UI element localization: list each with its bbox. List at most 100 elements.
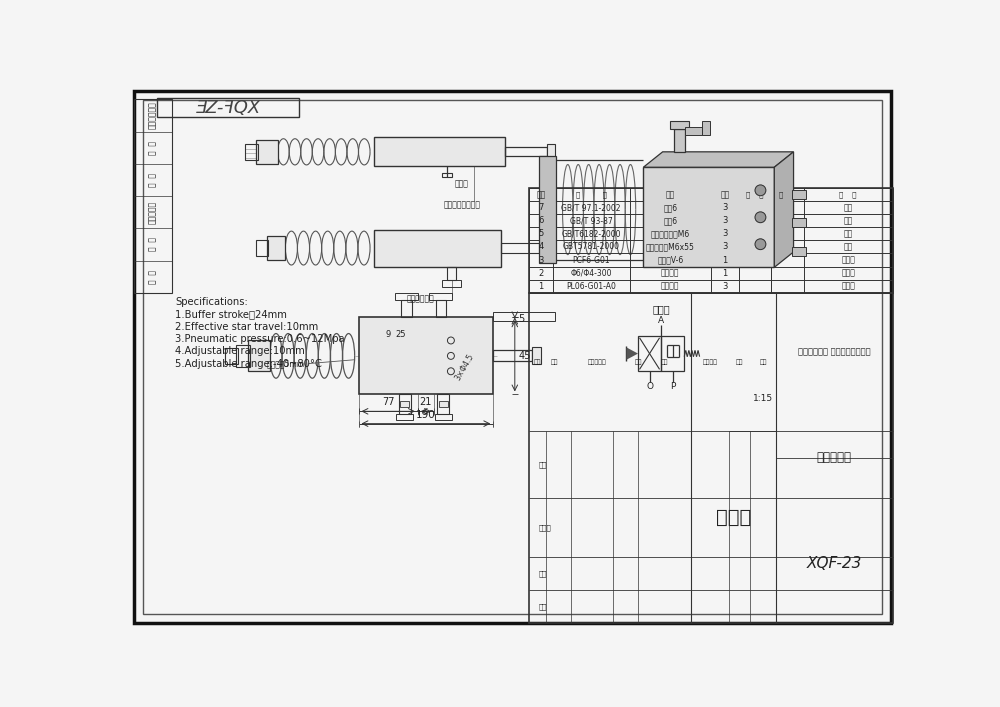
- Bar: [529, 188, 893, 293]
- Text: 附件: 附件: [844, 203, 853, 212]
- Bar: [157, 98, 299, 117]
- Text: 青州博信华盛 液压科技有限公司: 青州博信华盛 液压科技有限公司: [798, 348, 871, 357]
- Text: 附件: 附件: [844, 243, 853, 252]
- Text: 4: 4: [538, 243, 544, 252]
- Text: 比例: 比例: [759, 359, 767, 365]
- Bar: [400, 401, 409, 407]
- Text: 3: 3: [722, 281, 728, 291]
- Text: 1: 1: [722, 269, 728, 278]
- Text: 图样标记: 图样标记: [703, 359, 718, 365]
- Text: 编          码: 编 码: [576, 192, 607, 198]
- Circle shape: [755, 185, 766, 196]
- Text: 更改文件号: 更改文件号: [588, 359, 607, 365]
- Text: 5: 5: [538, 229, 544, 238]
- Text: 附件: 附件: [844, 229, 853, 238]
- Text: 3.Pneumatic pressure:0.6~12Mpa: 3.Pneumatic pressure:0.6~12Mpa: [175, 334, 345, 344]
- Bar: [532, 347, 541, 364]
- Text: 3×Φ4.5: 3×Φ4.5: [454, 353, 476, 382]
- Bar: [236, 345, 250, 367]
- Text: 3: 3: [722, 203, 728, 212]
- Text: Specifications:: Specifications:: [175, 297, 248, 307]
- Bar: [505, 147, 547, 156]
- Text: O: O: [646, 382, 653, 391]
- Bar: [256, 139, 278, 164]
- Text: 3: 3: [538, 255, 544, 264]
- Text: 数量: 数量: [551, 359, 559, 365]
- Bar: [493, 351, 532, 361]
- Text: 6: 6: [538, 216, 544, 226]
- Text: 序号: 序号: [536, 190, 546, 199]
- Bar: [437, 395, 449, 414]
- Bar: [374, 137, 505, 166]
- Bar: [685, 127, 702, 135]
- Bar: [493, 312, 555, 321]
- Text: 5.Adjustable range:-40~80°C: 5.Adjustable range:-40~80°C: [175, 358, 322, 368]
- Text: 重量: 重量: [736, 359, 744, 365]
- Bar: [225, 348, 238, 363]
- Bar: [134, 100, 172, 293]
- Bar: [442, 281, 461, 286]
- Text: 外六角螺栓M6x55: 外六角螺栓M6x55: [646, 243, 695, 252]
- Text: 1: 1: [722, 255, 728, 264]
- Text: 77: 77: [382, 397, 394, 407]
- Text: 审核: 审核: [539, 571, 547, 577]
- Text: 1.Buffer stroke：24mm: 1.Buffer stroke：24mm: [175, 309, 287, 320]
- Circle shape: [755, 239, 766, 250]
- Bar: [399, 395, 411, 414]
- Text: P: P: [670, 382, 675, 391]
- Bar: [267, 235, 285, 260]
- Bar: [539, 241, 547, 255]
- Text: 3: 3: [722, 243, 728, 252]
- Text: 45: 45: [519, 351, 531, 361]
- Text: 备    注: 备 注: [839, 192, 857, 198]
- Text: 三孔限位阀: 三孔限位阀: [817, 451, 852, 464]
- Polygon shape: [643, 152, 794, 168]
- Text: 安装上: 安装上: [841, 255, 855, 264]
- Bar: [702, 121, 710, 135]
- Text: 1: 1: [538, 281, 544, 291]
- Text: 签字: 签字: [635, 359, 643, 365]
- Bar: [792, 247, 806, 256]
- Bar: [661, 337, 684, 371]
- Text: ƎZ-ꟻQX: ƎZ-ꟻQX: [194, 99, 261, 117]
- Text: 安装上: 安装上: [841, 281, 855, 291]
- Text: XQF-23: XQF-23: [807, 556, 862, 571]
- Text: 尼龙防松螺母M6: 尼龙防松螺母M6: [651, 229, 690, 238]
- Text: 组合件: 组合件: [716, 508, 751, 527]
- Text: 接气控换向阀: 接气控换向阀: [406, 294, 434, 303]
- Bar: [429, 293, 452, 300]
- Bar: [792, 189, 806, 199]
- Text: 日  期: 日 期: [148, 269, 157, 284]
- Polygon shape: [774, 152, 794, 267]
- Text: 可调范围5mm: 可调范围5mm: [266, 359, 305, 368]
- Text: 190: 190: [416, 410, 436, 420]
- Bar: [439, 401, 448, 407]
- Bar: [674, 129, 685, 152]
- Text: 借通用作登记: 借通用作登记: [148, 102, 157, 129]
- Bar: [435, 414, 452, 420]
- Text: 直角接头: 直角接头: [661, 281, 680, 291]
- Bar: [670, 121, 689, 129]
- Bar: [374, 230, 501, 267]
- Text: PL06-G01-A0: PL06-G01-A0: [566, 281, 616, 291]
- Bar: [447, 267, 456, 281]
- Bar: [501, 243, 539, 252]
- Bar: [529, 293, 893, 623]
- Bar: [248, 341, 270, 371]
- Text: 工艺: 工艺: [539, 603, 547, 610]
- Bar: [638, 337, 661, 371]
- Text: 平垫6: 平垫6: [663, 203, 677, 212]
- Text: 原理图: 原理图: [652, 304, 670, 314]
- Text: 描  图: 描 图: [148, 141, 157, 155]
- Text: 消声器V-6: 消声器V-6: [657, 255, 683, 264]
- Text: 4.Adjustable range:10mm: 4.Adjustable range:10mm: [175, 346, 305, 356]
- Text: GBT5781-2000: GBT5781-2000: [563, 243, 620, 252]
- Text: A: A: [658, 316, 664, 325]
- Text: 日期: 日期: [661, 359, 669, 365]
- Text: 弹垫6: 弹垫6: [663, 216, 677, 226]
- Bar: [792, 218, 806, 227]
- Text: 5: 5: [519, 315, 525, 325]
- Text: GB/T 97.1-2002: GB/T 97.1-2002: [561, 203, 621, 212]
- Text: 校  描: 校 描: [148, 173, 157, 187]
- Text: Φ6/Φ4-300: Φ6/Φ4-300: [570, 269, 612, 278]
